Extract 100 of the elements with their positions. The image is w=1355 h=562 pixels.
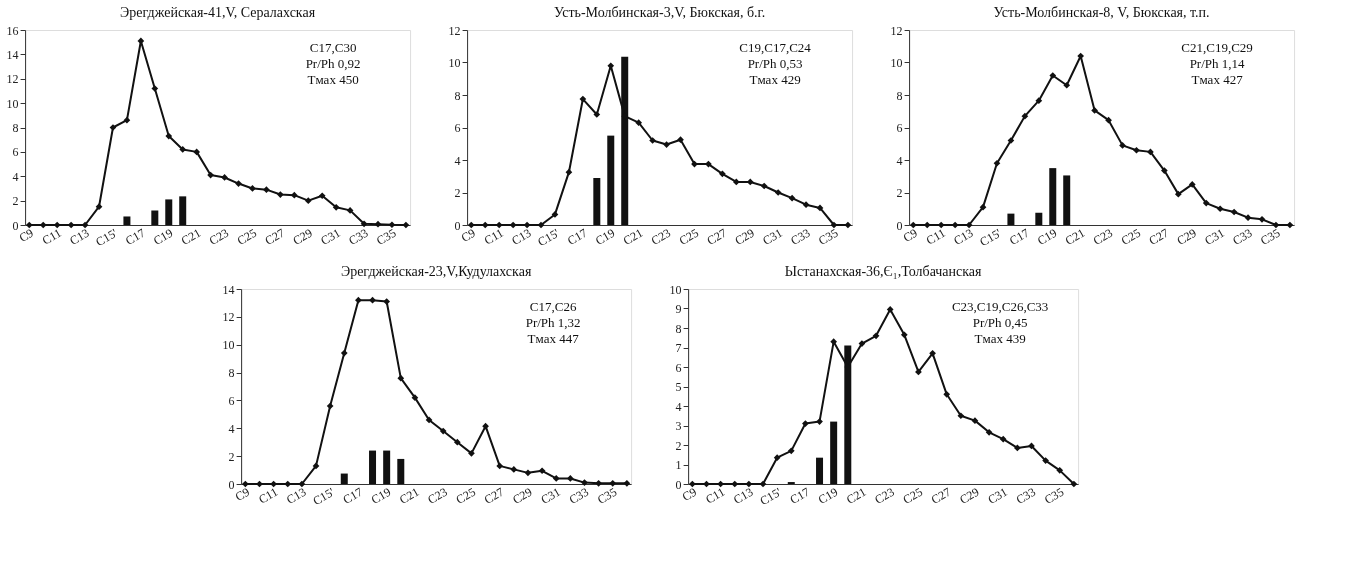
point [468, 450, 475, 457]
point [249, 185, 256, 192]
point [774, 189, 782, 196]
point [312, 462, 320, 470]
point [1174, 190, 1182, 198]
y-tick-label: 2 [228, 449, 235, 464]
x-tick-label: C23 [425, 484, 450, 507]
x-tick-label: C33 [346, 225, 371, 248]
point [397, 374, 405, 382]
x-tick-label: C23 [1090, 225, 1116, 248]
bar [397, 458, 405, 484]
point [844, 221, 852, 229]
chart-title: Усть-Молбинская-3,V, Бюкская, б.г. [553, 5, 766, 20]
point [538, 467, 546, 475]
annotation: Tмах 450 [307, 72, 359, 87]
x-tick-label: C25 [900, 484, 925, 507]
point [1161, 167, 1168, 174]
x-tick-label: C23 [648, 225, 674, 248]
x-tick-label: C25 [453, 484, 478, 507]
y-tick-label: 0 [12, 218, 19, 233]
point [719, 170, 726, 178]
x-tick-label: C15' [977, 225, 1004, 249]
x-tick-label: C13 [951, 225, 976, 248]
point [957, 412, 965, 420]
point [929, 350, 936, 357]
y-tick-label: 7 [675, 341, 682, 355]
x-tick-label: C21 [1062, 225, 1088, 248]
point [915, 368, 922, 376]
x-tick-label: C27 [1146, 225, 1171, 248]
annotation: Pr/Ph 0,53 [747, 56, 803, 71]
chart-title: Эрегджейская-23,V,Кудулахская [340, 264, 532, 279]
point [909, 221, 917, 229]
y-tick-label: 6 [454, 121, 461, 135]
y-tick-label: 2 [454, 186, 461, 200]
point [411, 394, 419, 401]
y-tick-label: 8 [675, 321, 682, 336]
point [123, 116, 131, 124]
point [1202, 199, 1210, 207]
x-tick-label: C35 [594, 484, 620, 507]
x-tick-label: C13 [731, 484, 756, 507]
point [360, 220, 368, 228]
annotation: Tмах 447 [527, 331, 580, 346]
point [579, 95, 587, 103]
y-tick-label: 6 [12, 145, 19, 160]
x-tick-label: C21 [397, 484, 422, 507]
bar [607, 135, 615, 225]
bar [830, 421, 838, 484]
point [886, 306, 894, 313]
x-tick-label: C17 [123, 225, 148, 248]
point [787, 447, 795, 455]
point [453, 438, 461, 446]
y-tick-label: 4 [675, 399, 682, 414]
x-tick-label: C19 [592, 225, 618, 248]
point [25, 221, 33, 229]
point [1272, 221, 1280, 229]
y-tick-label: 10 [6, 96, 19, 111]
x-tick-label: C17 [340, 484, 365, 507]
bar [816, 457, 824, 484]
point [242, 480, 249, 488]
point [1258, 215, 1266, 223]
point [623, 479, 631, 487]
y-tick-label: 9 [675, 302, 682, 316]
point [1056, 467, 1064, 474]
x-tick-label: C21 [620, 225, 646, 248]
point [326, 402, 334, 410]
point [369, 296, 376, 304]
annotation: C17,C30 [309, 40, 357, 55]
point [1244, 214, 1252, 222]
x-tick-label: C25 [234, 225, 259, 248]
x-tick-label: C33 [788, 225, 813, 248]
y-tick-label: 0 [454, 218, 461, 233]
point [439, 427, 447, 435]
y-tick-label: 6 [896, 121, 903, 135]
x-tick-label: C19 [368, 484, 394, 507]
x-tick-label: C35 [1258, 225, 1283, 248]
point [677, 136, 684, 144]
bar [1049, 168, 1057, 225]
point [581, 479, 588, 486]
point [165, 132, 173, 140]
y-tick-label: 10 [669, 282, 682, 297]
x-tick-label: C13 [509, 225, 534, 248]
bar [165, 199, 173, 225]
point [979, 203, 987, 211]
x-tick-label: C31 [985, 484, 1010, 507]
point [760, 182, 768, 190]
point [830, 221, 838, 229]
y-tick-label: 8 [454, 88, 461, 103]
point [689, 480, 696, 488]
y-tick-label: 16 [6, 23, 19, 38]
y-tick-label: 12 [890, 23, 903, 38]
point [985, 428, 993, 436]
point [993, 159, 1001, 167]
point [137, 37, 145, 45]
y-tick-label: 0 [675, 477, 682, 492]
annotation: Tмах 429 [749, 72, 801, 87]
x-tick-label: C15' [310, 484, 337, 508]
x-tick-label: C35 [816, 225, 841, 248]
y-tick-label: 6 [228, 393, 235, 408]
y-tick-label: 8 [12, 121, 19, 135]
x-tick-label: C29 [732, 225, 757, 248]
